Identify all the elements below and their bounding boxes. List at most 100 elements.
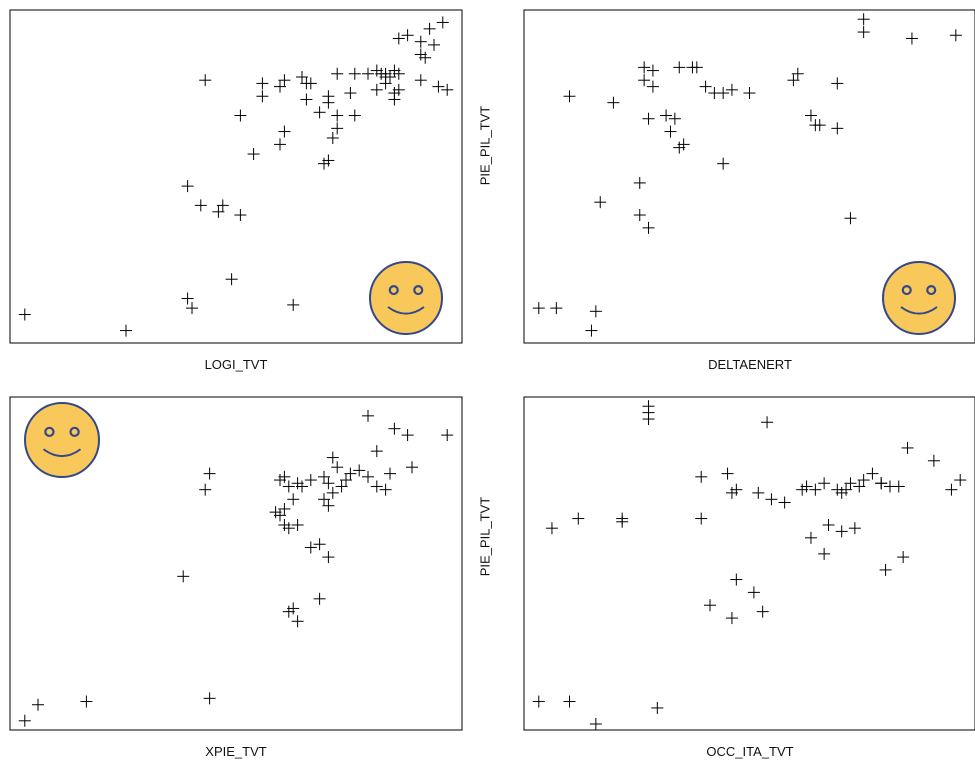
data-point xyxy=(831,77,844,90)
data-point xyxy=(822,518,835,531)
data-point xyxy=(181,292,194,305)
data-point xyxy=(765,493,778,506)
data-point xyxy=(638,61,651,74)
data-point xyxy=(406,461,418,474)
data-point xyxy=(322,499,335,512)
data-point xyxy=(414,74,427,87)
data-point xyxy=(234,209,247,222)
data-point xyxy=(287,602,300,615)
data-point xyxy=(370,83,383,96)
data-point xyxy=(646,64,659,77)
data-point xyxy=(287,493,300,506)
data-point xyxy=(743,87,756,100)
data-point xyxy=(945,483,958,496)
data-point xyxy=(362,409,374,422)
data-point xyxy=(18,714,31,727)
data-point xyxy=(318,493,330,506)
data-point xyxy=(362,67,374,80)
data-point xyxy=(857,474,870,487)
data-point xyxy=(379,483,392,496)
data-point xyxy=(362,470,374,483)
data-point xyxy=(340,474,352,487)
data-point xyxy=(721,467,734,480)
data-point xyxy=(717,87,730,100)
data-point xyxy=(304,541,317,554)
data-point xyxy=(414,35,427,48)
data-point xyxy=(791,67,804,80)
data-point xyxy=(432,80,445,93)
data-point xyxy=(545,522,558,535)
data-point xyxy=(436,16,449,29)
data-point xyxy=(927,454,940,467)
data-point xyxy=(278,502,291,515)
data-point xyxy=(216,199,229,212)
data-point xyxy=(638,74,651,87)
data-point xyxy=(594,196,607,209)
data-point xyxy=(80,695,93,708)
smiley-icon-3 xyxy=(24,402,100,478)
data-point xyxy=(633,209,646,222)
data-point xyxy=(892,480,905,493)
data-point xyxy=(274,80,286,93)
data-point xyxy=(857,13,870,26)
ylabel-4: PIE_PIL_TVT xyxy=(477,496,493,577)
data-point xyxy=(300,77,313,90)
xlabel-4: OCC_ITA_TVT xyxy=(706,744,794,759)
data-point xyxy=(703,599,716,612)
data-point xyxy=(813,119,826,132)
plot-frame-2 xyxy=(523,9,975,344)
data-point xyxy=(353,464,366,477)
data-point xyxy=(673,61,686,74)
data-point xyxy=(304,474,317,487)
data-point xyxy=(848,522,861,535)
data-point xyxy=(344,87,357,100)
data-point xyxy=(778,496,791,509)
data-point xyxy=(203,692,216,705)
data-point xyxy=(532,695,545,708)
data-point xyxy=(322,477,335,490)
data-point xyxy=(296,480,308,493)
data-point xyxy=(313,592,326,605)
data-point xyxy=(879,563,892,576)
data-point xyxy=(441,83,454,96)
data-point xyxy=(313,538,326,551)
plot-frame-4 xyxy=(523,396,975,731)
xlabel-3: XPIE_TVT xyxy=(205,744,267,759)
data-point xyxy=(840,483,853,496)
data-point xyxy=(905,32,918,45)
data-point xyxy=(247,148,260,161)
data-point xyxy=(866,467,879,480)
data-point xyxy=(282,480,295,493)
data-point xyxy=(677,138,690,151)
data-point xyxy=(392,32,405,45)
data-point xyxy=(585,324,598,337)
data-point xyxy=(423,22,436,35)
data-point xyxy=(949,29,962,42)
data-point xyxy=(375,67,388,80)
data-point xyxy=(725,486,738,499)
data-point xyxy=(392,83,405,96)
data-point xyxy=(747,586,760,599)
data-point xyxy=(441,429,454,442)
data-point xyxy=(414,48,427,61)
data-point xyxy=(563,90,576,103)
data-point xyxy=(853,480,866,493)
data-point xyxy=(331,461,344,474)
data-point xyxy=(664,125,677,138)
data-point xyxy=(291,518,304,531)
data-point xyxy=(572,512,585,525)
data-point xyxy=(642,221,655,234)
smiley-icon-2 xyxy=(882,261,956,335)
data-point xyxy=(589,718,602,730)
data-point xyxy=(181,180,194,193)
smiley-icon-1 xyxy=(369,261,443,335)
data-point xyxy=(532,302,545,315)
data-point xyxy=(804,109,817,122)
data-point xyxy=(32,698,44,711)
data-point xyxy=(633,176,646,189)
data-point xyxy=(234,109,247,122)
data-point xyxy=(844,212,857,225)
data-point xyxy=(199,74,212,87)
data-point xyxy=(800,480,813,493)
data-point xyxy=(646,80,659,93)
